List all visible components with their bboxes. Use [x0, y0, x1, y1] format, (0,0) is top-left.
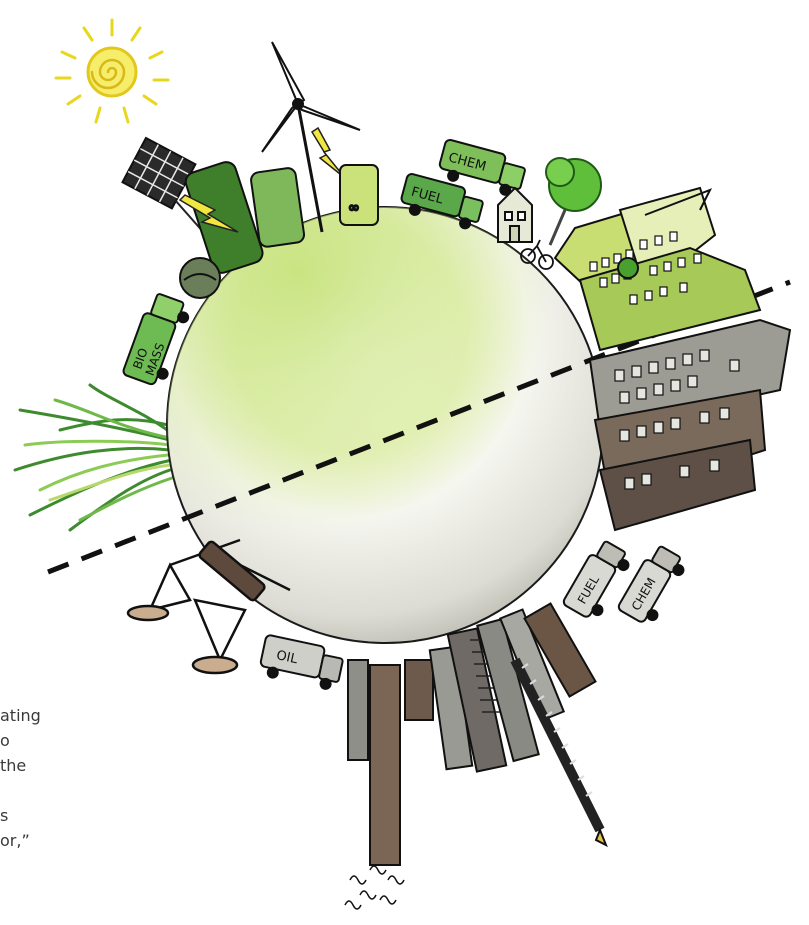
caption-line-2: o [0, 731, 10, 750]
caption-line-1: ating [0, 706, 41, 725]
truck-icon-oil: OIL [258, 634, 345, 691]
house-icon [498, 188, 532, 242]
squiggle-icon [345, 866, 404, 909]
city-icon-green [555, 188, 760, 350]
sun-icon [56, 20, 168, 122]
caption-line-6: or,” [0, 831, 30, 850]
truck-icon-chem-bottom: CHEM [617, 543, 689, 628]
svg-text:∞: ∞ [348, 200, 360, 216]
city-icon-grey [590, 320, 790, 530]
caption-line-5: s [0, 806, 8, 825]
caption-line-3: the [0, 756, 26, 775]
grass-icon [15, 385, 172, 530]
green-tank-icon: ∞ [340, 165, 378, 225]
